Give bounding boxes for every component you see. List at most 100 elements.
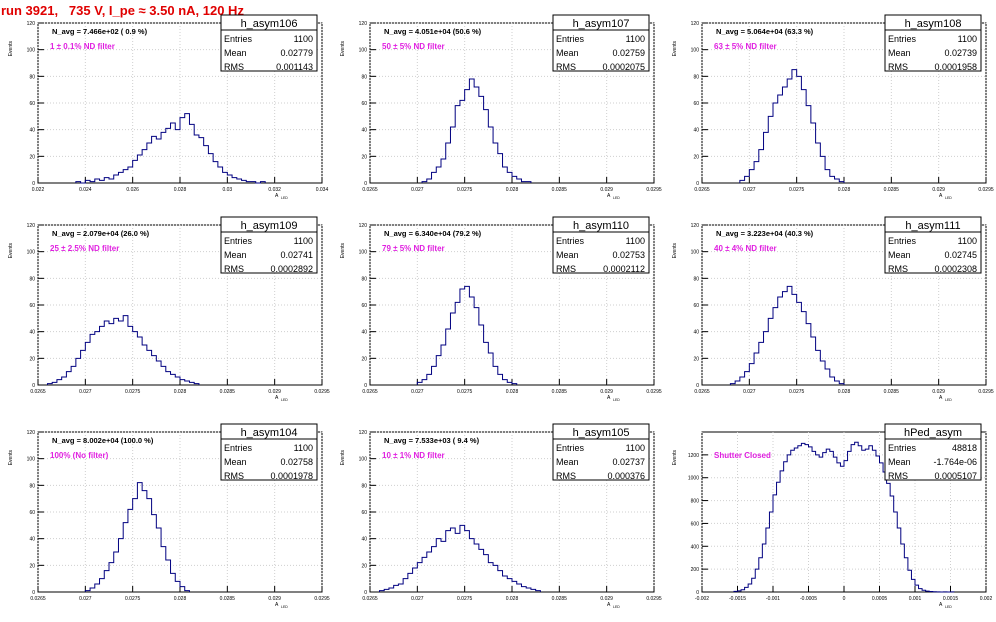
histogram-panel-h_asym105: 0.0265 0.027 0.0275 0.028 0.0285 0.029 0.0295 0…: [340, 423, 662, 609]
navg-label: N_avg = 5.064e+04 (63.3 %): [716, 27, 814, 36]
navg-label: N_avg = 3.223e+04 (40.3 %): [716, 229, 814, 238]
stats-mean-label: Mean: [888, 457, 911, 467]
x-axis-subscript: LED: [613, 196, 620, 200]
x-axis-label: A: [939, 602, 943, 608]
y-tick-label: 100: [27, 457, 36, 463]
y-tick-label: 0: [32, 181, 35, 187]
y-tick-label: 60: [29, 101, 35, 107]
stats-rms-label: RMS: [888, 62, 908, 72]
stats-box-title: h_asym104: [241, 427, 298, 439]
stats-mean-label: Mean: [556, 250, 579, 260]
stats-mean-value: 0.02779: [280, 48, 313, 58]
y-tick-label: 120: [27, 223, 36, 229]
x-tick-label: 0.0265: [694, 389, 710, 395]
histogram-series-line: [84, 482, 190, 592]
x-tick-label: 0.0295: [978, 389, 994, 395]
y-tick-label: 100: [691, 48, 700, 54]
stats-rms-value: 0.0005107: [934, 471, 977, 481]
y-tick-label: 100: [359, 250, 368, 256]
y-tick-label: 40: [361, 537, 367, 543]
x-tick-label: -0.0005: [800, 596, 817, 602]
y-tick-label: 1200: [688, 453, 699, 459]
x-tick-label: 0.0265: [30, 389, 46, 395]
histogram-panel-h_asym108: 0.0265 0.027 0.0275 0.028 0.0285 0.029 0.0295 0…: [672, 14, 994, 200]
histogram-panel-h_asym104: 0.0265 0.027 0.0275 0.028 0.0285 0.029 0.0295 0…: [8, 423, 330, 609]
stats-rms-label: RMS: [224, 471, 244, 481]
stats-entries-value: 1100: [294, 34, 313, 44]
stats-box-title: h_asym110: [573, 220, 629, 232]
stats-box-title: h_asym107: [573, 18, 630, 30]
y-axis-label: Events: [672, 450, 678, 466]
y-tick-label: 60: [361, 510, 367, 516]
y-tick-label: 400: [691, 544, 700, 550]
stats-entries-label: Entries: [224, 236, 253, 246]
y-axis-label: Events: [8, 41, 14, 57]
stats-entries-value: 1100: [958, 236, 977, 246]
histogram-series-line: [416, 285, 518, 385]
filter-label: 10 ± 1% ND filter: [382, 451, 445, 460]
histogram-series-line: [75, 113, 266, 184]
x-tick-label: 0.0295: [646, 596, 662, 602]
stats-mean-value: 0.02741: [280, 250, 313, 260]
x-axis-label: A: [607, 193, 611, 199]
x-tick-label: 0.027: [79, 596, 92, 602]
navg-label: N_avg = 8.002e+04 (100.0 %): [52, 436, 154, 445]
stats-rms-value: 0.0001978: [270, 471, 313, 481]
x-tick-label: 0.026: [126, 187, 139, 193]
y-axis-label: Events: [340, 450, 346, 466]
x-axis-label: A: [939, 395, 943, 401]
stats-entries-value: 48818: [952, 443, 977, 453]
y-tick-label: 120: [359, 430, 368, 436]
filter-label: Shutter Closed: [714, 451, 771, 460]
histogram-series-line: [739, 69, 845, 183]
stats-box: [884, 216, 982, 274]
x-tick-label: 0.0265: [362, 596, 378, 602]
y-tick-label: 0: [696, 383, 699, 389]
x-tick-label: 0.0285: [552, 596, 568, 602]
y-axis-label: Events: [8, 450, 14, 466]
x-tick-label: 0.027: [411, 187, 424, 193]
y-axis-label: Events: [672, 243, 678, 259]
navg-label: N_avg = 7.466e+02 ( 0.9 %): [52, 27, 148, 36]
stats-entries-value: 1100: [294, 443, 313, 453]
stats-mean-value: 0.02759: [612, 48, 645, 58]
y-tick-label: 20: [693, 154, 699, 160]
stats-rms-label: RMS: [556, 62, 576, 72]
stats-entries-value: 1100: [958, 34, 977, 44]
x-tick-label: 0.0275: [789, 187, 805, 193]
stats-entries-value: 1100: [626, 443, 645, 453]
x-axis-subscript: LED: [613, 398, 620, 402]
histogram-panel-hPed_asym: -0.002 -0.0015 -0.001 -0.0005 0 0.0005 0.001 0.…: [672, 423, 992, 609]
x-tick-label: 0.0285: [884, 187, 900, 193]
histogram-panel-h_asym109: 0.0265 0.027 0.0275 0.028 0.0285 0.029 0.0295 0…: [8, 216, 330, 402]
x-tick-label: 0.0275: [789, 389, 805, 395]
y-axis-label: Events: [8, 243, 14, 259]
stats-box-title: h_asym109: [241, 220, 298, 232]
stats-rms-value: 0.0001958: [934, 62, 977, 72]
y-tick-label: 120: [27, 430, 36, 436]
x-axis-label: A: [607, 602, 611, 608]
y-tick-label: 100: [359, 457, 368, 463]
x-tick-label: 0.029: [932, 389, 945, 395]
filter-label: 1 ± 0.1% ND filter: [50, 42, 115, 51]
stats-entries-value: 1100: [294, 236, 313, 246]
x-tick-label: 0.0275: [457, 596, 473, 602]
y-tick-label: 0: [364, 590, 367, 596]
y-tick-label: 100: [27, 250, 36, 256]
stats-mean-value: 0.02758: [280, 457, 313, 467]
x-tick-label: 0.0275: [125, 389, 141, 395]
stats-mean-value: 0.02739: [944, 48, 977, 58]
histogram-series-line: [378, 524, 541, 592]
x-tick-label: 0.0295: [646, 389, 662, 395]
y-axis-label: Events: [340, 41, 346, 57]
filter-label: 25 ± 2.5% ND filter: [50, 244, 119, 253]
y-tick-label: 100: [359, 48, 368, 54]
stats-entries-label: Entries: [888, 34, 917, 44]
y-tick-label: 100: [691, 250, 700, 256]
x-tick-label: 0.0285: [220, 389, 236, 395]
x-tick-label: 0.027: [743, 389, 756, 395]
y-tick-label: 80: [361, 483, 367, 489]
y-tick-label: 1000: [688, 476, 699, 482]
stats-rms-label: RMS: [224, 62, 244, 72]
